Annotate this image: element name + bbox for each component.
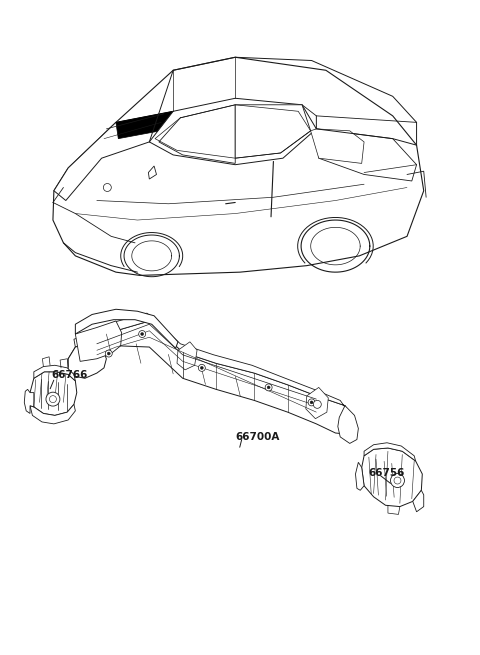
Circle shape bbox=[103, 183, 111, 191]
Circle shape bbox=[313, 400, 321, 408]
Polygon shape bbox=[74, 313, 355, 425]
Polygon shape bbox=[68, 321, 355, 435]
Polygon shape bbox=[30, 372, 77, 415]
Circle shape bbox=[198, 364, 205, 371]
Polygon shape bbox=[24, 389, 34, 413]
Polygon shape bbox=[54, 111, 173, 200]
Polygon shape bbox=[75, 309, 178, 348]
Circle shape bbox=[394, 477, 401, 484]
Text: 66700A: 66700A bbox=[235, 432, 280, 441]
Polygon shape bbox=[116, 111, 235, 139]
Polygon shape bbox=[235, 105, 311, 159]
Polygon shape bbox=[148, 166, 156, 179]
Circle shape bbox=[391, 474, 405, 487]
Polygon shape bbox=[34, 365, 75, 381]
Text: 66756: 66756 bbox=[369, 468, 405, 477]
Polygon shape bbox=[75, 321, 121, 362]
Circle shape bbox=[141, 333, 144, 335]
Text: 66766: 66766 bbox=[51, 370, 88, 380]
Polygon shape bbox=[149, 98, 316, 164]
Polygon shape bbox=[68, 341, 107, 379]
Polygon shape bbox=[413, 491, 424, 512]
Polygon shape bbox=[338, 405, 359, 443]
Polygon shape bbox=[316, 129, 417, 181]
Circle shape bbox=[139, 331, 145, 337]
Polygon shape bbox=[159, 105, 235, 163]
Circle shape bbox=[107, 352, 110, 355]
Circle shape bbox=[49, 396, 57, 403]
Circle shape bbox=[200, 366, 204, 369]
Circle shape bbox=[310, 401, 313, 404]
Polygon shape bbox=[53, 57, 424, 275]
Polygon shape bbox=[30, 404, 75, 424]
Polygon shape bbox=[311, 129, 364, 163]
Polygon shape bbox=[364, 443, 416, 461]
Polygon shape bbox=[306, 387, 328, 419]
Polygon shape bbox=[362, 448, 422, 506]
Circle shape bbox=[308, 399, 315, 406]
Circle shape bbox=[46, 392, 60, 406]
Circle shape bbox=[265, 384, 272, 391]
Circle shape bbox=[105, 350, 112, 357]
Polygon shape bbox=[356, 462, 364, 491]
Polygon shape bbox=[177, 342, 197, 370]
Circle shape bbox=[267, 386, 270, 389]
